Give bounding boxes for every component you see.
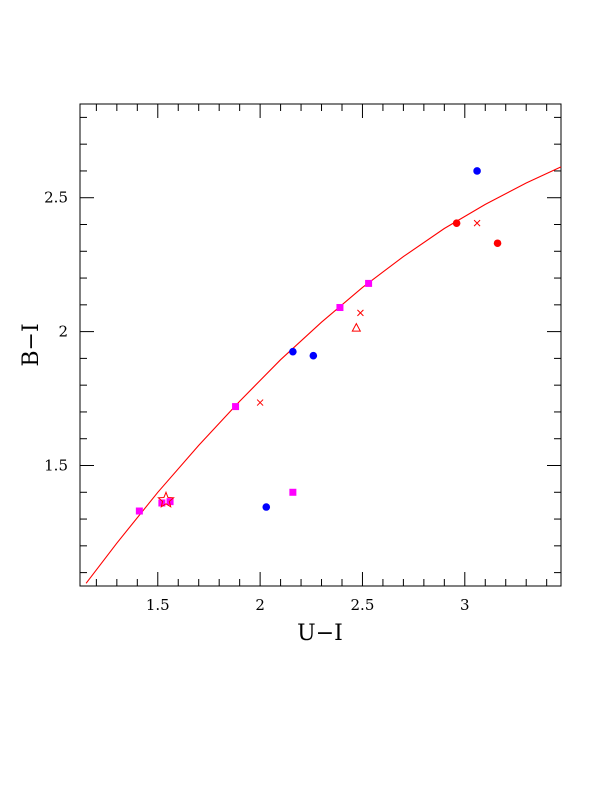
data-points <box>135 167 502 515</box>
data-point-cross <box>473 219 481 227</box>
y-axis-title: B−I <box>19 323 44 366</box>
y-tick-label: 2 <box>58 323 68 341</box>
x-tick-label: 1.5 <box>146 596 170 614</box>
data-point-circle <box>473 167 481 175</box>
data-point-star <box>157 490 175 508</box>
tick-labels: 1.5 2 2.5 3 1.5 2 2.5 <box>44 189 469 614</box>
data-point-circle <box>493 239 502 248</box>
data-point-circle <box>289 347 297 356</box>
data-point-circle <box>452 219 461 227</box>
x-axis-title: U−I <box>297 621 343 646</box>
data-point-cross <box>256 399 264 406</box>
data-point-cross <box>357 309 364 317</box>
axis-ticks <box>80 104 561 586</box>
data-point-square <box>289 488 297 496</box>
plot-frame <box>79 103 562 587</box>
x-tick-label: 3 <box>460 596 470 614</box>
data-point-square <box>135 507 143 515</box>
data-point-square <box>336 304 344 312</box>
y-tick-label: 1.5 <box>44 457 68 475</box>
y-tick-label: 2.5 <box>44 189 68 207</box>
data-point-circle <box>262 503 271 511</box>
data-point-square <box>232 403 240 411</box>
x-tick-label: 2.5 <box>351 596 375 614</box>
data-point-square <box>166 498 174 506</box>
data-point-square <box>365 279 373 287</box>
data-point-triangle <box>351 322 362 332</box>
data-point-circle <box>309 351 318 360</box>
x-tick-label: 2 <box>255 596 265 614</box>
fit-curve-layer <box>85 166 562 584</box>
fit-curve <box>85 166 562 584</box>
